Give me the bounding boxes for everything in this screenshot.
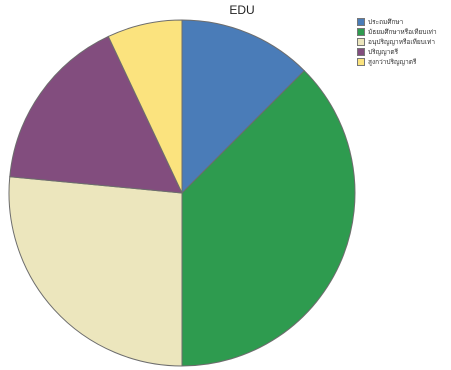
legend-item-0: ประถมศึกษา bbox=[357, 17, 449, 27]
pie-slice-4 bbox=[107, 19, 183, 194]
pie-slice-3 bbox=[9, 35, 183, 194]
chart-title: EDU bbox=[229, 3, 255, 17]
legend-item-2: อนุปริญญาหรือเทียบเท่า bbox=[357, 37, 449, 47]
legend-swatch-0 bbox=[357, 18, 365, 26]
legend-label-4: สูงกว่าปริญญาตรี bbox=[368, 58, 417, 66]
legend-item-1: มัธยมศึกษาหรือเทียบเท่า bbox=[357, 27, 449, 37]
legend-label-2: อนุปริญญาหรือเทียบเท่า bbox=[368, 38, 435, 46]
legend-swatch-1 bbox=[357, 28, 365, 36]
legend-label-3: ปริญญาตรี bbox=[368, 48, 399, 56]
legend-swatch-4 bbox=[357, 58, 365, 66]
pie-slice-0 bbox=[181, 19, 306, 195]
legend-swatch-3 bbox=[357, 48, 365, 56]
legend-label-1: มัธยมศึกษาหรือเทียบเท่า bbox=[368, 28, 437, 36]
legend-label-0: ประถมศึกษา bbox=[368, 18, 404, 26]
legend-swatch-2 bbox=[357, 38, 365, 46]
chart-legend: ประถมศึกษามัธยมศึกษาหรือเทียบเท่าอนุปริญ… bbox=[357, 17, 449, 67]
legend-item-4: สูงกว่าปริญญาตรี bbox=[357, 57, 449, 67]
legend-item-3: ปริญญาตรี bbox=[357, 47, 449, 57]
pie-slice-1 bbox=[181, 69, 356, 367]
pie-slice-2 bbox=[8, 176, 183, 367]
